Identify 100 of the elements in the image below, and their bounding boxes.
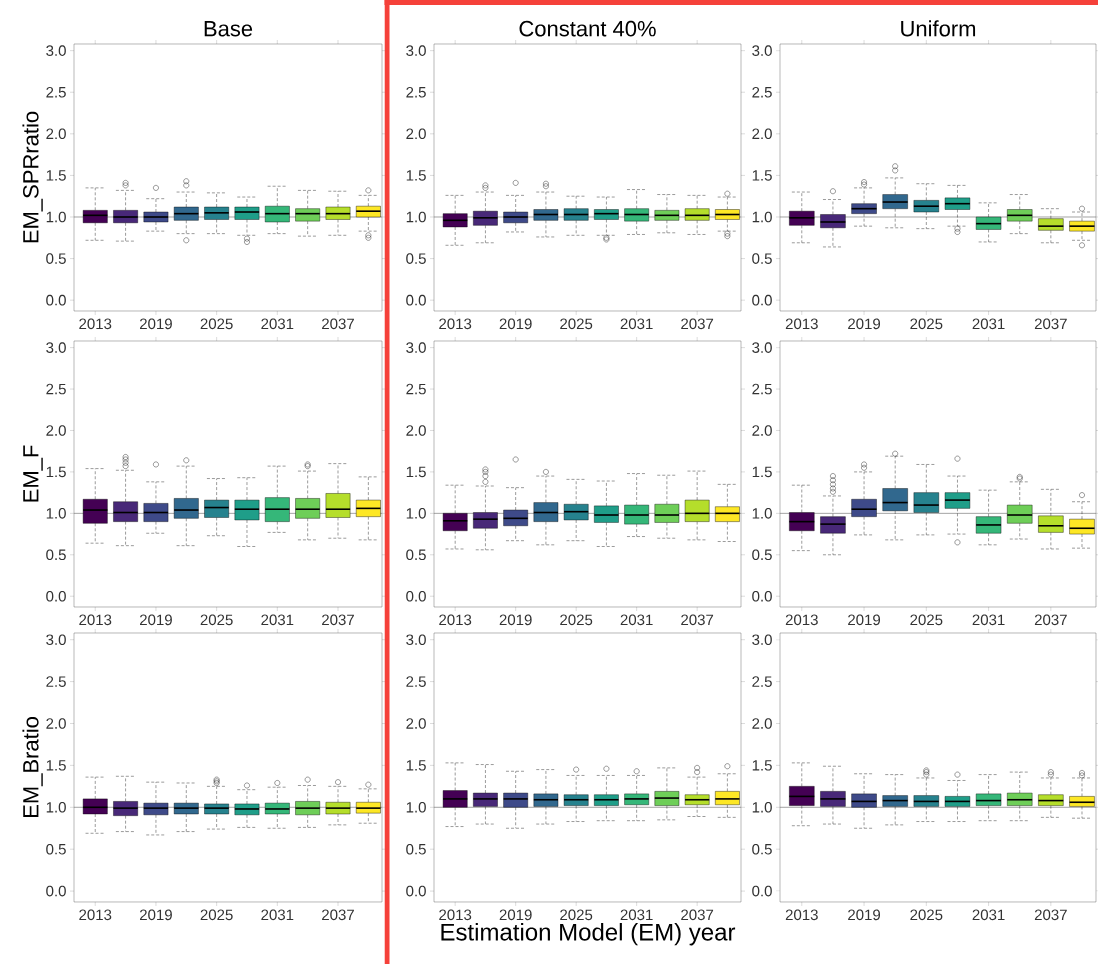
x-axis-title: Estimation Model (EM) year bbox=[441, 923, 736, 946]
x-tick-label: 2025 bbox=[560, 318, 593, 330]
y-tick-label: 3.0 bbox=[752, 342, 772, 353]
y-tick-label: 0.0 bbox=[46, 885, 66, 897]
y-tick-label: 0.5 bbox=[406, 253, 426, 264]
x-tick-label: 2013 bbox=[785, 614, 818, 626]
y-tick-label: 3.0 bbox=[46, 634, 66, 645]
x-tick-label: 2031 bbox=[620, 909, 653, 921]
y-tick-label: 0.0 bbox=[406, 294, 426, 306]
x-tick-label: 2019 bbox=[848, 318, 881, 330]
y-tick-label: 1.0 bbox=[46, 508, 66, 519]
y-tick-label: 2.0 bbox=[752, 128, 772, 140]
y-tick-label: 2.0 bbox=[752, 425, 772, 436]
y-tick-label: 2.5 bbox=[752, 86, 772, 98]
x-tick-label: 2025 bbox=[910, 614, 943, 626]
x-tick-label: 2025 bbox=[560, 909, 593, 921]
x-tick-label: 2019 bbox=[140, 614, 172, 626]
y-tick-label: 0.5 bbox=[752, 253, 772, 264]
y-tick-label: 2.5 bbox=[46, 676, 66, 687]
y-tick-label: 1.0 bbox=[752, 211, 772, 223]
y-tick-label: 2.0 bbox=[46, 425, 66, 436]
y-tick-label: 0.0 bbox=[752, 590, 772, 602]
y-tick-label: 2.0 bbox=[46, 718, 66, 729]
y-axis-title: EM_F bbox=[23, 445, 43, 502]
x-tick-label: 2037 bbox=[1034, 318, 1067, 330]
x-tick-label: 2013 bbox=[785, 318, 818, 330]
y-tick-label: 3.0 bbox=[46, 45, 66, 56]
y-tick-label: 1.5 bbox=[46, 466, 66, 478]
y-tick-label: 0.0 bbox=[406, 590, 426, 602]
x-tick-label: 2019 bbox=[499, 614, 532, 626]
x-tick-label: 2013 bbox=[785, 909, 818, 921]
x-tick-label: 2031 bbox=[261, 614, 294, 626]
y-tick-label: 2.0 bbox=[406, 425, 426, 436]
chart-title: Uniform bbox=[901, 20, 976, 37]
x-tick-label: 2019 bbox=[140, 909, 172, 921]
y-tick-label: 1.5 bbox=[46, 170, 66, 181]
y-tick-label: 0.5 bbox=[406, 549, 426, 561]
y-tick-label: 0.5 bbox=[46, 253, 66, 264]
x-tick-label: 2031 bbox=[261, 318, 294, 330]
x-tick-label: 2013 bbox=[439, 318, 472, 330]
y-tick-label: 3.0 bbox=[46, 342, 66, 353]
x-tick-label: 2019 bbox=[848, 614, 881, 626]
y-tick-label: 0.0 bbox=[46, 590, 66, 602]
y-tick-label: 0.0 bbox=[406, 885, 426, 897]
x-tick-label: 2037 bbox=[1034, 909, 1067, 921]
x-tick-label: 2031 bbox=[620, 614, 653, 626]
x-tick-label: 2037 bbox=[322, 318, 354, 330]
y-tick-label: 0.5 bbox=[46, 549, 66, 561]
y-tick-label: 2.5 bbox=[46, 86, 66, 98]
y-tick-label: 2.5 bbox=[406, 676, 426, 687]
y-tick-label: 1.5 bbox=[752, 170, 772, 181]
y-tick-label: 1.0 bbox=[46, 801, 66, 813]
y-tick-label: 1.5 bbox=[406, 760, 426, 771]
y-tick-label: 2.0 bbox=[406, 128, 426, 140]
x-tick-label: 2013 bbox=[79, 909, 112, 921]
x-tick-label: 2037 bbox=[1034, 614, 1067, 626]
x-tick-label: 2013 bbox=[79, 318, 112, 330]
x-tick-label: 2031 bbox=[261, 909, 294, 921]
y-tick-label: 1.0 bbox=[46, 211, 66, 223]
y-tick-label: 1.5 bbox=[406, 170, 426, 181]
x-tick-label: 2019 bbox=[499, 909, 532, 921]
y-tick-label: 0.0 bbox=[46, 294, 66, 306]
x-tick-label: 2025 bbox=[560, 614, 593, 626]
x-tick-label: 2019 bbox=[140, 318, 172, 330]
x-tick-label: 2025 bbox=[200, 909, 233, 921]
y-tick-label: 2.0 bbox=[406, 718, 426, 729]
y-tick-label: 0.0 bbox=[752, 294, 772, 306]
y-tick-label: 0.5 bbox=[406, 843, 426, 855]
x-tick-label: 2013 bbox=[439, 614, 472, 626]
y-tick-label: 3.0 bbox=[406, 634, 426, 645]
x-tick-label: 2037 bbox=[322, 909, 354, 921]
x-tick-label: 2019 bbox=[499, 318, 532, 330]
x-tick-label: 2025 bbox=[910, 318, 943, 330]
y-axis-title: EM_Bratio bbox=[22, 717, 43, 818]
y-axis-title: EM_SPRratio bbox=[22, 111, 43, 243]
y-tick-label: 1.0 bbox=[406, 211, 426, 223]
y-tick-label: 3.0 bbox=[406, 342, 426, 353]
x-tick-label: 2031 bbox=[620, 318, 653, 330]
x-tick-label: 2013 bbox=[79, 614, 112, 626]
y-tick-label: 2.5 bbox=[752, 676, 772, 687]
y-tick-label: 2.5 bbox=[406, 383, 426, 395]
y-tick-label: 1.5 bbox=[406, 466, 426, 478]
y-tick-label: 3.0 bbox=[752, 634, 772, 645]
y-tick-label: 1.5 bbox=[752, 760, 772, 771]
y-tick-label: 2.5 bbox=[406, 86, 426, 98]
chart-title: Constant 40% bbox=[519, 20, 656, 37]
x-tick-label: 2037 bbox=[681, 909, 714, 921]
x-tick-label: 2013 bbox=[439, 909, 472, 921]
x-tick-label: 2019 bbox=[848, 909, 881, 921]
x-tick-label: 2031 bbox=[972, 909, 1005, 921]
y-tick-label: 3.0 bbox=[752, 45, 772, 56]
y-tick-label: 0.5 bbox=[46, 843, 66, 855]
y-tick-label: 3.0 bbox=[406, 45, 426, 56]
y-tick-label: 2.0 bbox=[752, 718, 772, 729]
y-tick-label: 0.0 bbox=[752, 885, 772, 897]
y-tick-label: 1.0 bbox=[406, 508, 426, 519]
y-tick-label: 1.0 bbox=[406, 801, 426, 813]
x-tick-label: 2037 bbox=[681, 318, 714, 330]
y-tick-label: 1.0 bbox=[752, 508, 772, 519]
x-tick-label: 2025 bbox=[910, 909, 943, 921]
